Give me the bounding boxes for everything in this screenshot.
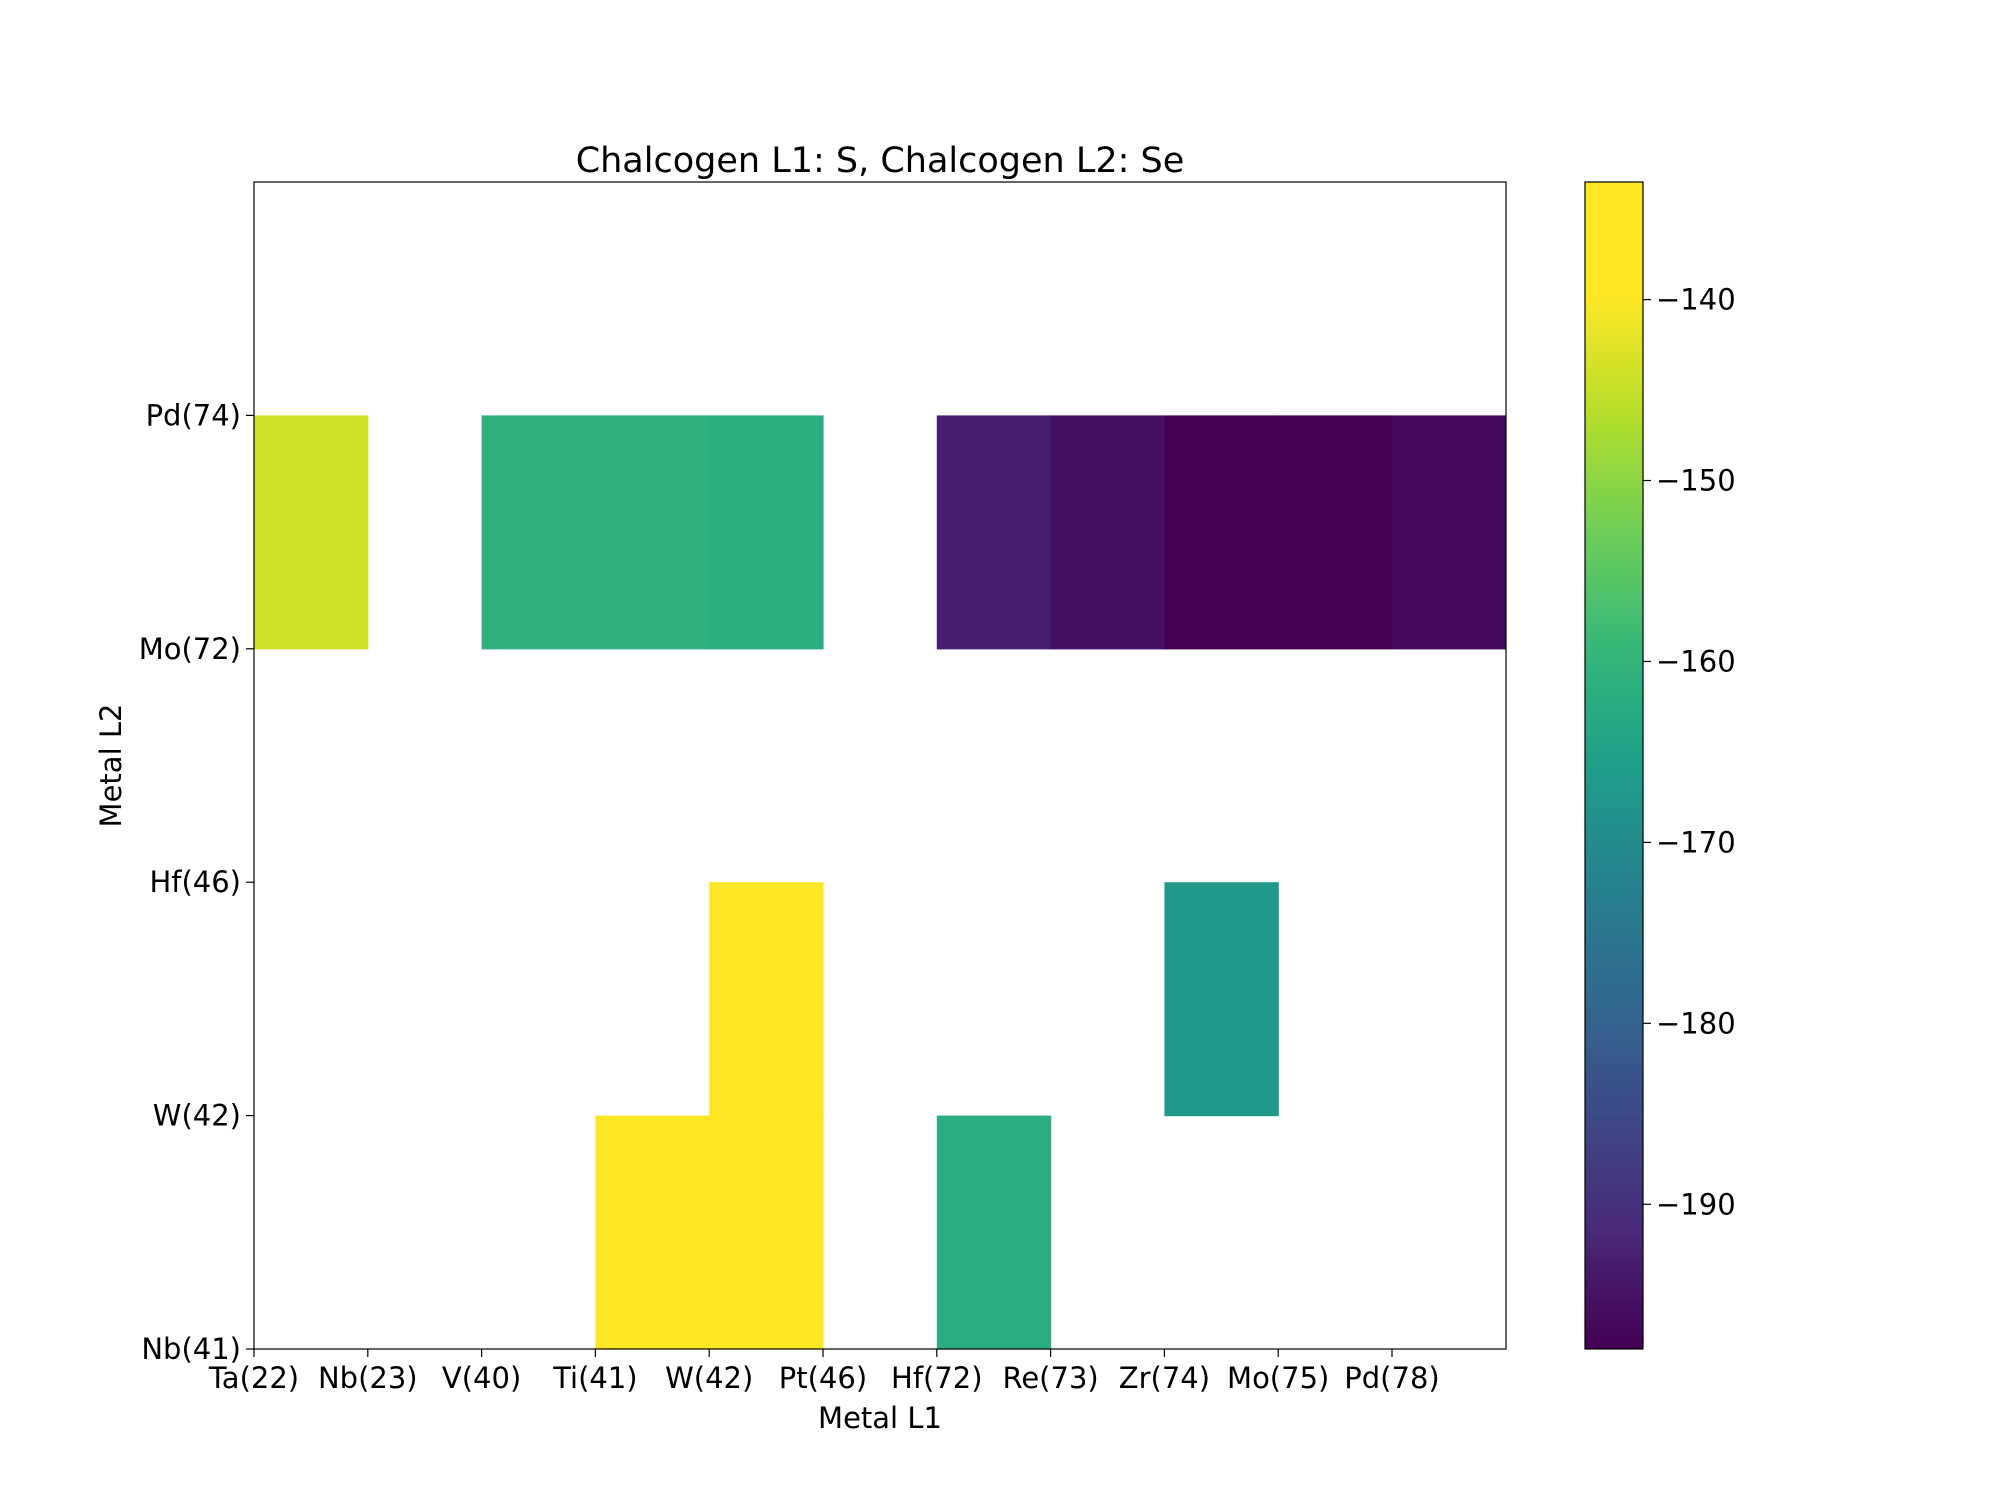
x-axis-ticks: Ta(22) Nb(23) V(40) Ti(41) W(42) Pt(46) Hf(72)… (208, 1349, 1440, 1395)
colorbar-tick-label: −180 (1656, 1006, 1736, 1040)
heatmap-cell (709, 1115, 824, 1350)
colorbar-tick-label: −190 (1656, 1187, 1736, 1221)
x-tick-label: Hf(72) (891, 1361, 983, 1395)
heatmap-cell (936, 415, 1052, 650)
heatmap-cell (709, 882, 824, 1117)
x-tick-label: Pd(78) (1344, 1361, 1439, 1395)
x-tick-label: Pt(46) (779, 1361, 867, 1395)
colorbar (1584, 181, 1644, 1350)
heatmap-cell (1164, 882, 1279, 1117)
x-tick-label: Re(73) (1002, 1361, 1098, 1395)
chart-title: Chalcogen L1: S, Chalcogen L2: Se (576, 141, 1185, 181)
x-tick-label: Nb(23) (318, 1361, 418, 1395)
heatmap-cells (254, 415, 1507, 1350)
y-tick-label: Mo(72) (139, 632, 241, 666)
y-tick-label: Hf(46) (149, 865, 241, 899)
x-tick-label: V(40) (442, 1361, 521, 1395)
x-tick-label: Zr(74) (1119, 1361, 1210, 1395)
colorbar-ticks: −140 −150 −160 −170 −180 −190 (1643, 283, 1736, 1221)
y-tick-label: W(42) (153, 1099, 241, 1133)
heatmap-cell (481, 415, 596, 650)
colorbar-tick-label: −150 (1656, 464, 1736, 498)
colorbar-tick-label: −140 (1656, 283, 1736, 317)
x-tick-label: Mo(75) (1227, 1361, 1329, 1395)
x-tick-label: Ta(22) (208, 1361, 299, 1395)
x-tick-label: W(42) (665, 1361, 753, 1395)
y-tick-label: Nb(41) (141, 1332, 241, 1366)
heatmap-cell (709, 415, 824, 650)
heatmap-cell (595, 1115, 710, 1350)
heatmap-cell (936, 1115, 1052, 1350)
heatmap-cell (595, 415, 710, 650)
y-tick-label: Pd(74) (146, 398, 241, 432)
heatmap-cell (1278, 415, 1393, 650)
y-axis-label: Metal L2 (94, 704, 128, 828)
heatmap-cell (1392, 415, 1507, 650)
heatmap-cell (1164, 415, 1279, 650)
heatmap-cell (254, 415, 369, 650)
plot-frame (253, 181, 1507, 1350)
colorbar-tick-label: −160 (1656, 644, 1736, 678)
y-axis-ticks: Nb(41) W(42) Hf(46) Mo(72) Pd(74) (139, 398, 254, 1366)
colorbar-tick-label: −170 (1656, 825, 1736, 859)
x-axis-label: Metal L1 (818, 1401, 942, 1435)
heatmap-cell (1050, 415, 1165, 650)
x-tick-label: Ti(41) (552, 1361, 637, 1395)
